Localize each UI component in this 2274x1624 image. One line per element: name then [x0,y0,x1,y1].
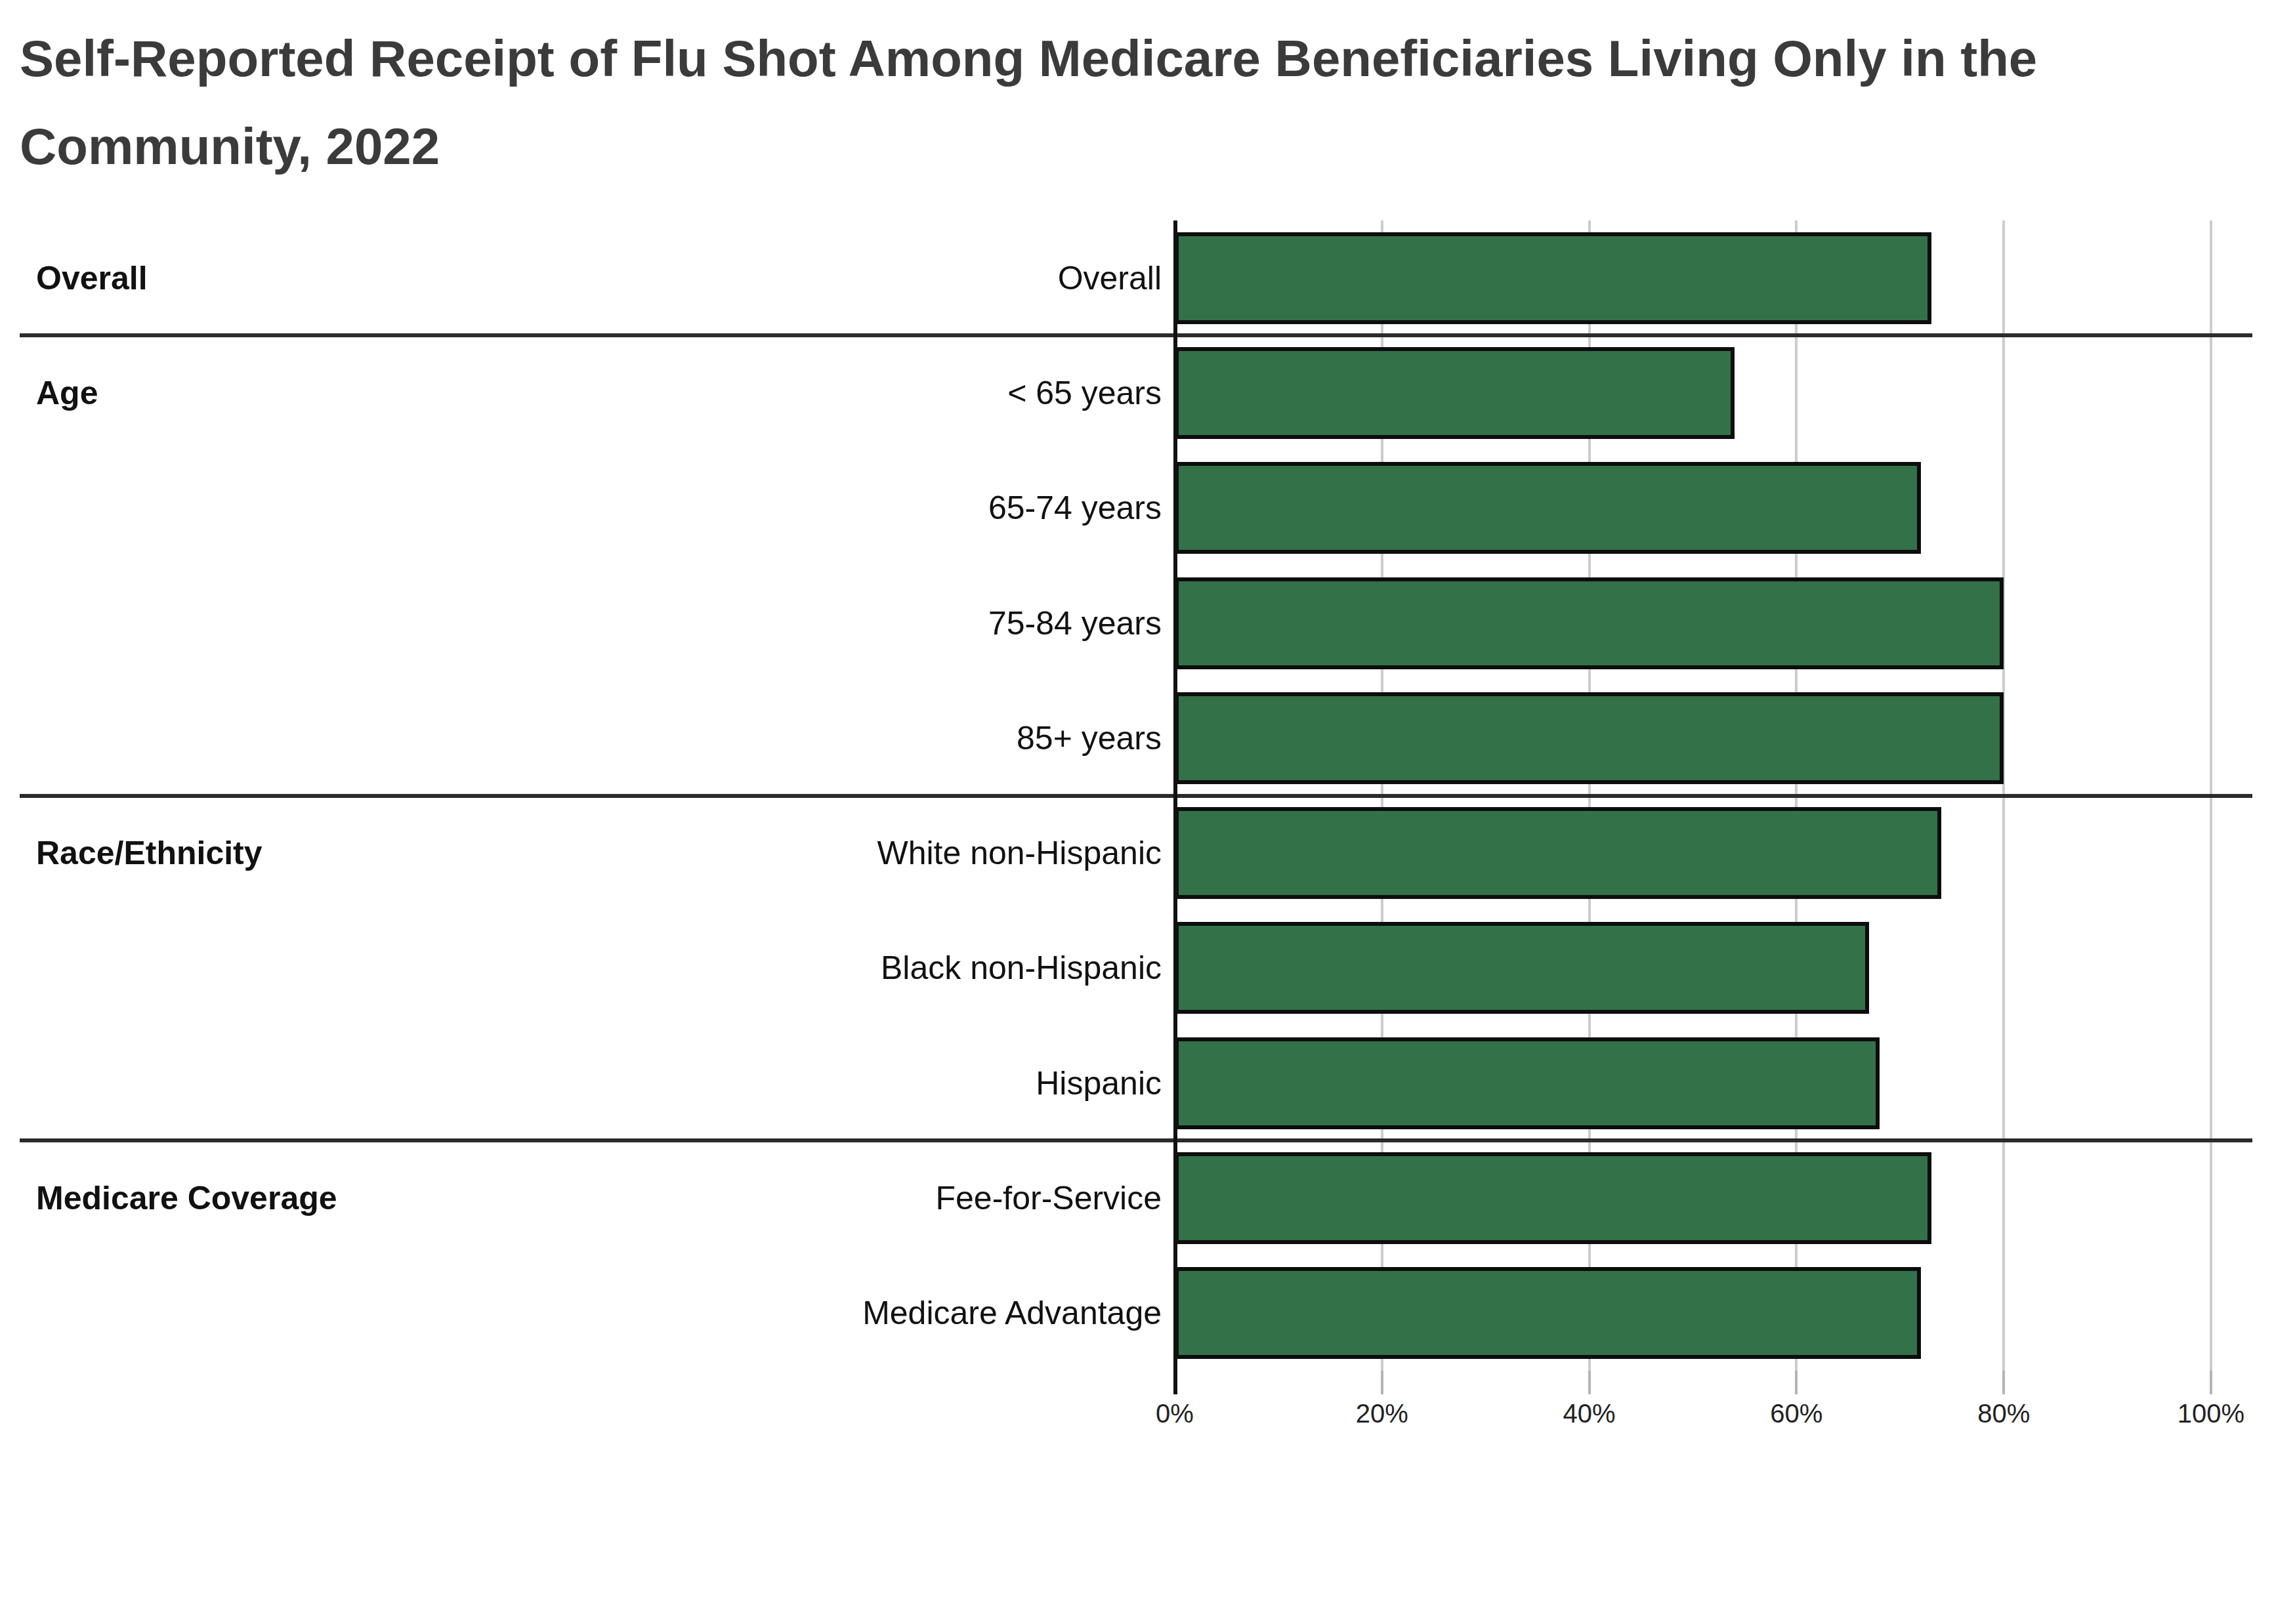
row-label: 85+ years [505,719,1162,757]
section-label: Overall [36,259,148,297]
flu-shot-bar-chart: Self-Reported Receipt of Flu Shot Among … [0,0,2274,1624]
axis-tick-label: 40% [1524,1399,1655,1428]
bar-row: 85+ years [0,680,2274,795]
axis-tick [1795,1371,1798,1394]
axis-tick-label: 60% [1731,1399,1862,1428]
row-label: Fee-for-Service [505,1179,1162,1217]
section-label: Race/Ethnicity [36,834,263,872]
section-label: Age [36,374,98,412]
bar [1175,1037,1880,1129]
section-divider [20,1138,2252,1142]
axis-tick [2002,1371,2005,1394]
bar [1175,347,1735,439]
row-label: Black non-Hispanic [505,949,1162,987]
section-divider [20,333,2252,337]
bar-row: 75-84 years [0,566,2274,680]
row-label: 75-84 years [505,604,1162,642]
bar [1175,577,2004,669]
axis-tick [1588,1371,1591,1394]
axis-tick-label: 20% [1316,1399,1448,1428]
axis-tick-label: 0% [1109,1399,1240,1428]
bar-row: Medicare Advantage [0,1256,2274,1371]
bar-row: Overall Overall [0,220,2274,335]
section-label: Medicare Coverage [36,1179,337,1217]
row-label: Hispanic [505,1064,1162,1102]
bar [1175,1152,1931,1244]
bar-row: 65-74 years [0,451,2274,566]
axis-tick [1381,1371,1383,1394]
axis-tick-label: 100% [2145,1399,2274,1428]
bar [1175,1267,1921,1359]
axis-tick-label: 80% [1938,1399,2069,1428]
bar [1175,807,1941,899]
row-label: Overall [505,259,1162,297]
bar-row: Medicare Coverage Fee-for-Service [0,1140,2274,1255]
bar-row: Hispanic [0,1026,2274,1140]
row-label: 65-74 years [505,489,1162,527]
bar-row: Age < 65 years [0,335,2274,450]
section-divider [20,794,2252,798]
bar [1175,692,2004,784]
axis-tick [2210,1371,2212,1394]
bar [1175,922,1869,1014]
bar [1175,462,1921,554]
row-label: White non-Hispanic [505,834,1162,872]
plot-area: Overall Overall Age < 65 years 65-74 years 75… [0,220,2274,1371]
chart-title: Self-Reported Receipt of Flu Shot Among … [20,14,2205,190]
row-label: Medicare Advantage [505,1294,1162,1332]
bar [1175,232,1931,324]
y-axis-line [1173,220,1177,1394]
bar-row: Race/Ethnicity White non-Hispanic [0,796,2274,911]
row-label: < 65 years [505,374,1162,412]
bar-row: Black non-Hispanic [0,911,2274,1026]
